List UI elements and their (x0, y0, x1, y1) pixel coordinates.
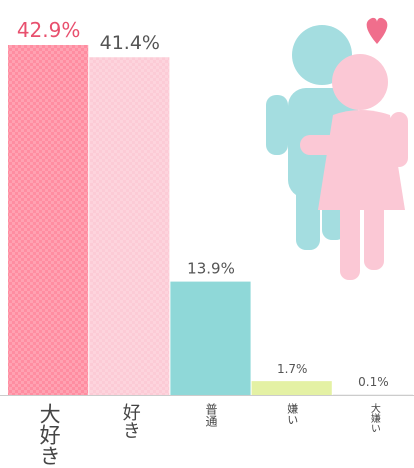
category-label: 嫌い (287, 403, 298, 425)
bar (252, 381, 332, 395)
category-label: 大嫌い (368, 403, 378, 433)
page: 42.9% 41.4% 13.9% 1.7% 0.1% 大好き 好き 普通 嫌い 大嫌い (0, 0, 414, 468)
category-label: 普通 (205, 403, 217, 427)
value-label: 13.9% (187, 260, 235, 278)
value-label: 42.9% (17, 18, 81, 42)
category-label: 大好き (38, 403, 59, 466)
chart: 42.9% 41.4% 13.9% 1.7% 0.1% (0, 0, 414, 468)
illustration (266, 18, 408, 280)
value-label: 1.7% (277, 362, 308, 376)
value-label: 0.1% (358, 375, 389, 389)
bar-pattern (8, 45, 88, 395)
value-label: 41.4% (100, 32, 160, 54)
bar-pattern (89, 57, 169, 395)
category-label: 好き (121, 403, 139, 439)
bar (170, 282, 250, 395)
bar (333, 394, 413, 395)
